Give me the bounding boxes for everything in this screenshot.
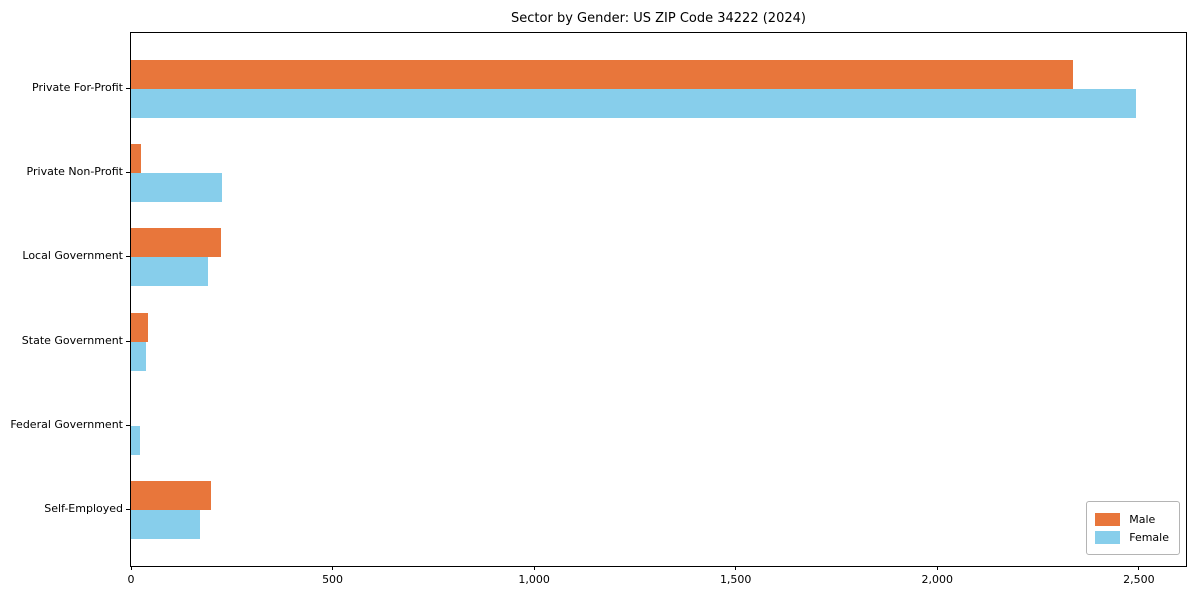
legend-item-male: Male (1095, 511, 1169, 527)
y-axis-label: Self-Employed (44, 502, 123, 515)
bar-male-local-government (131, 228, 221, 258)
bar-male-state-government (131, 312, 148, 342)
bar-male-private-for-profit (131, 60, 1074, 89)
bar-female-self-employed (131, 510, 200, 539)
y-axis-label: Federal Government (10, 417, 123, 431)
x-tick-label: 1,000 (518, 573, 550, 586)
x-tick-label: 2,500 (1123, 573, 1155, 586)
y-axis-tick (126, 172, 130, 174)
bar-female-local-government (131, 257, 209, 287)
x-axis-tick (735, 566, 737, 570)
chart-title: Sector by Gender: US ZIP Code 34222 (202… (511, 11, 806, 26)
x-axis-tick (332, 566, 334, 570)
y-axis-tick (126, 509, 130, 510)
y-axis-tick (126, 88, 130, 89)
bar-female-federal-government (131, 425, 140, 455)
x-axis-tick (533, 566, 535, 570)
y-axis-label: Local Government (22, 249, 123, 263)
x-axis-tick (130, 566, 132, 570)
legend-item-female: Female (1095, 529, 1169, 545)
plot-area: Male Female 0 500 1,000 1,500 2,000 2,500 (126, 32, 1187, 586)
legend-swatch-female-icon (1095, 530, 1121, 544)
y-axis-tick (126, 340, 130, 342)
x-axis-tick (936, 566, 938, 570)
x-tick-label: 2,000 (921, 573, 954, 586)
x-tick-label: 0 (127, 573, 135, 586)
y-axis-tick (126, 256, 130, 258)
y-axis-label: Private Non-Profit (26, 165, 123, 179)
legend-label-female: Female (1129, 530, 1169, 544)
legend-label-male: Male (1129, 512, 1156, 526)
legend: Male Female (1086, 501, 1180, 555)
x-tick-label: 1,500 (719, 573, 752, 586)
bar-female-private-for-profit (131, 89, 1136, 118)
legend-swatch-male-icon (1095, 512, 1121, 526)
bar-female-private-non-profit (131, 173, 223, 203)
bar-male-private-non-profit (131, 144, 142, 174)
bar-female-state-government (131, 341, 146, 371)
bar-male-self-employed (131, 481, 211, 510)
y-axis-tick (126, 424, 130, 426)
x-tick-label: 500 (322, 573, 344, 586)
y-axis-label: State Government (21, 333, 123, 347)
y-axis-label: Private For-Profit (32, 81, 123, 94)
x-axis-tick (1138, 566, 1140, 570)
